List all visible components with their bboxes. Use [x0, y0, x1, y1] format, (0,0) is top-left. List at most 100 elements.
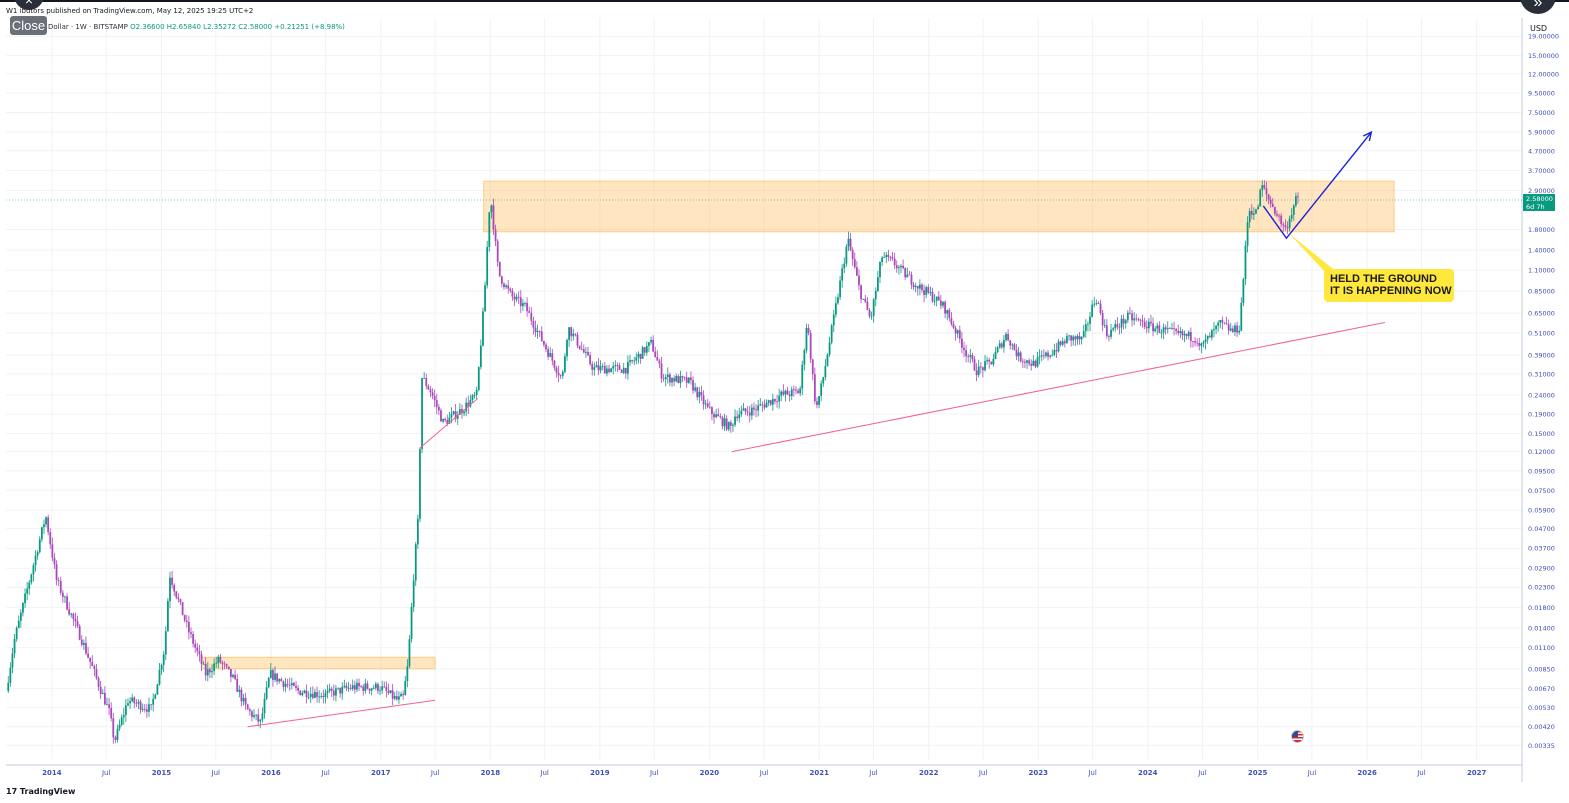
candle-body: [950, 317, 953, 324]
support-trendline-main: [731, 321, 1385, 453]
candle-body: [904, 268, 907, 278]
candle-body: [164, 631, 167, 655]
candle-body: [34, 555, 37, 566]
candle-body: [463, 411, 465, 414]
resistance-zone-2015: [201, 656, 436, 670]
candle-body: [175, 591, 178, 598]
candle-body: [1236, 325, 1238, 333]
candle-body: [181, 602, 184, 616]
candle-body: [572, 333, 575, 337]
candle-body: [53, 557, 56, 565]
candle-body: [799, 388, 802, 394]
candle-body: [776, 401, 778, 403]
x-axis[interactable]: 2014 Jul 2015 Jul 2016 Jul 2017 Jul 2018 Jul 2019 J…: [42, 769, 1486, 777]
candle-body: [912, 284, 915, 288]
candle-body: [1240, 302, 1243, 331]
candle-body: [471, 395, 474, 400]
published-info: W1 ibutors published on TradingView.com,…: [6, 7, 254, 15]
candle-body: [211, 671, 213, 673]
candle-body: [305, 690, 308, 698]
close-icon[interactable]: ×: [14, 0, 44, 10]
candle-body: [538, 330, 541, 332]
candle-body: [318, 696, 321, 698]
y-tick-label: 15.00000: [1528, 52, 1559, 60]
x-tick-label: 2019: [590, 769, 610, 777]
candle-body: [561, 371, 564, 376]
candle-body: [400, 694, 402, 697]
candle-body: [895, 265, 898, 269]
candle-body: [349, 687, 352, 689]
candle-body: [870, 315, 873, 317]
candle-body: [795, 389, 797, 391]
y-tick-label: 0.19000: [1528, 411, 1555, 419]
candle-body: [288, 684, 291, 686]
candle-body: [620, 369, 623, 373]
candle-body: [942, 301, 944, 306]
candle-body: [311, 693, 314, 698]
candle-body: [202, 663, 205, 665]
bar-countdown: 6d 7h: [1526, 203, 1545, 211]
y-tick-label: 0.01400: [1528, 624, 1555, 632]
candle-body: [377, 683, 379, 691]
candle-body: [1242, 279, 1245, 303]
candle-body: [549, 353, 552, 357]
candle-body: [988, 359, 991, 362]
candle-body: [864, 298, 867, 302]
x-tick-label: Jul: [211, 769, 221, 777]
candle-body: [101, 692, 104, 694]
candle-body: [263, 698, 266, 714]
candle-body: [1252, 213, 1255, 215]
candle-body: [358, 682, 360, 687]
candle-body: [727, 422, 730, 430]
candle-body: [337, 687, 339, 689]
currency-label: USD: [1530, 24, 1548, 33]
x-tick-label: Jul: [539, 769, 549, 777]
expand-icon[interactable]: »: [1520, 0, 1556, 14]
candle-body: [448, 417, 451, 424]
candle-body: [616, 365, 619, 367]
candle-body: [732, 424, 734, 426]
candle-body: [576, 334, 579, 346]
candle-body: [183, 615, 186, 621]
candle-body: [540, 331, 543, 342]
candle-body: [13, 638, 16, 654]
candle-body: [862, 298, 865, 300]
candle-body: [641, 347, 644, 359]
candle-body: [803, 350, 806, 365]
us-flag-icon[interactable]: [1291, 730, 1304, 743]
candle-body: [1049, 355, 1052, 357]
candle-body: [505, 285, 507, 288]
candle-body: [1055, 350, 1058, 352]
candle-body: [452, 411, 455, 415]
candle-body: [633, 360, 636, 362]
candle-body: [87, 653, 89, 658]
candle-body: [444, 419, 447, 421]
candle-body: [267, 678, 270, 688]
candle-body: [332, 690, 335, 696]
candle-body: [528, 311, 531, 313]
candle-body: [879, 261, 881, 278]
candle-body: [19, 612, 22, 621]
candle-body: [551, 353, 554, 361]
candle-body: [547, 349, 549, 357]
candle-body: [1074, 336, 1077, 340]
candle-body: [1198, 342, 1201, 346]
y-tick-label: 0.85000: [1528, 288, 1555, 296]
candle-body: [196, 647, 199, 652]
candle-body: [874, 290, 877, 300]
candle-body: [725, 418, 728, 430]
candle-body: [1196, 342, 1199, 344]
candle-body: [248, 709, 251, 712]
candle-body: [475, 390, 478, 396]
annotation-zones: [201, 180, 1395, 670]
candle-body: [209, 669, 211, 673]
candle-body: [242, 697, 245, 702]
y-tick-label: 7.50000: [1528, 109, 1555, 117]
candle-body: [967, 356, 970, 358]
y-axis[interactable]: 19.00000 15.00000 12.00000 9.50000 7.50000 5.…: [1528, 33, 1559, 750]
close-button[interactable]: Close: [10, 16, 47, 35]
candle-body: [360, 686, 363, 688]
candle-body: [1042, 355, 1045, 357]
candle-body: [1118, 326, 1121, 328]
